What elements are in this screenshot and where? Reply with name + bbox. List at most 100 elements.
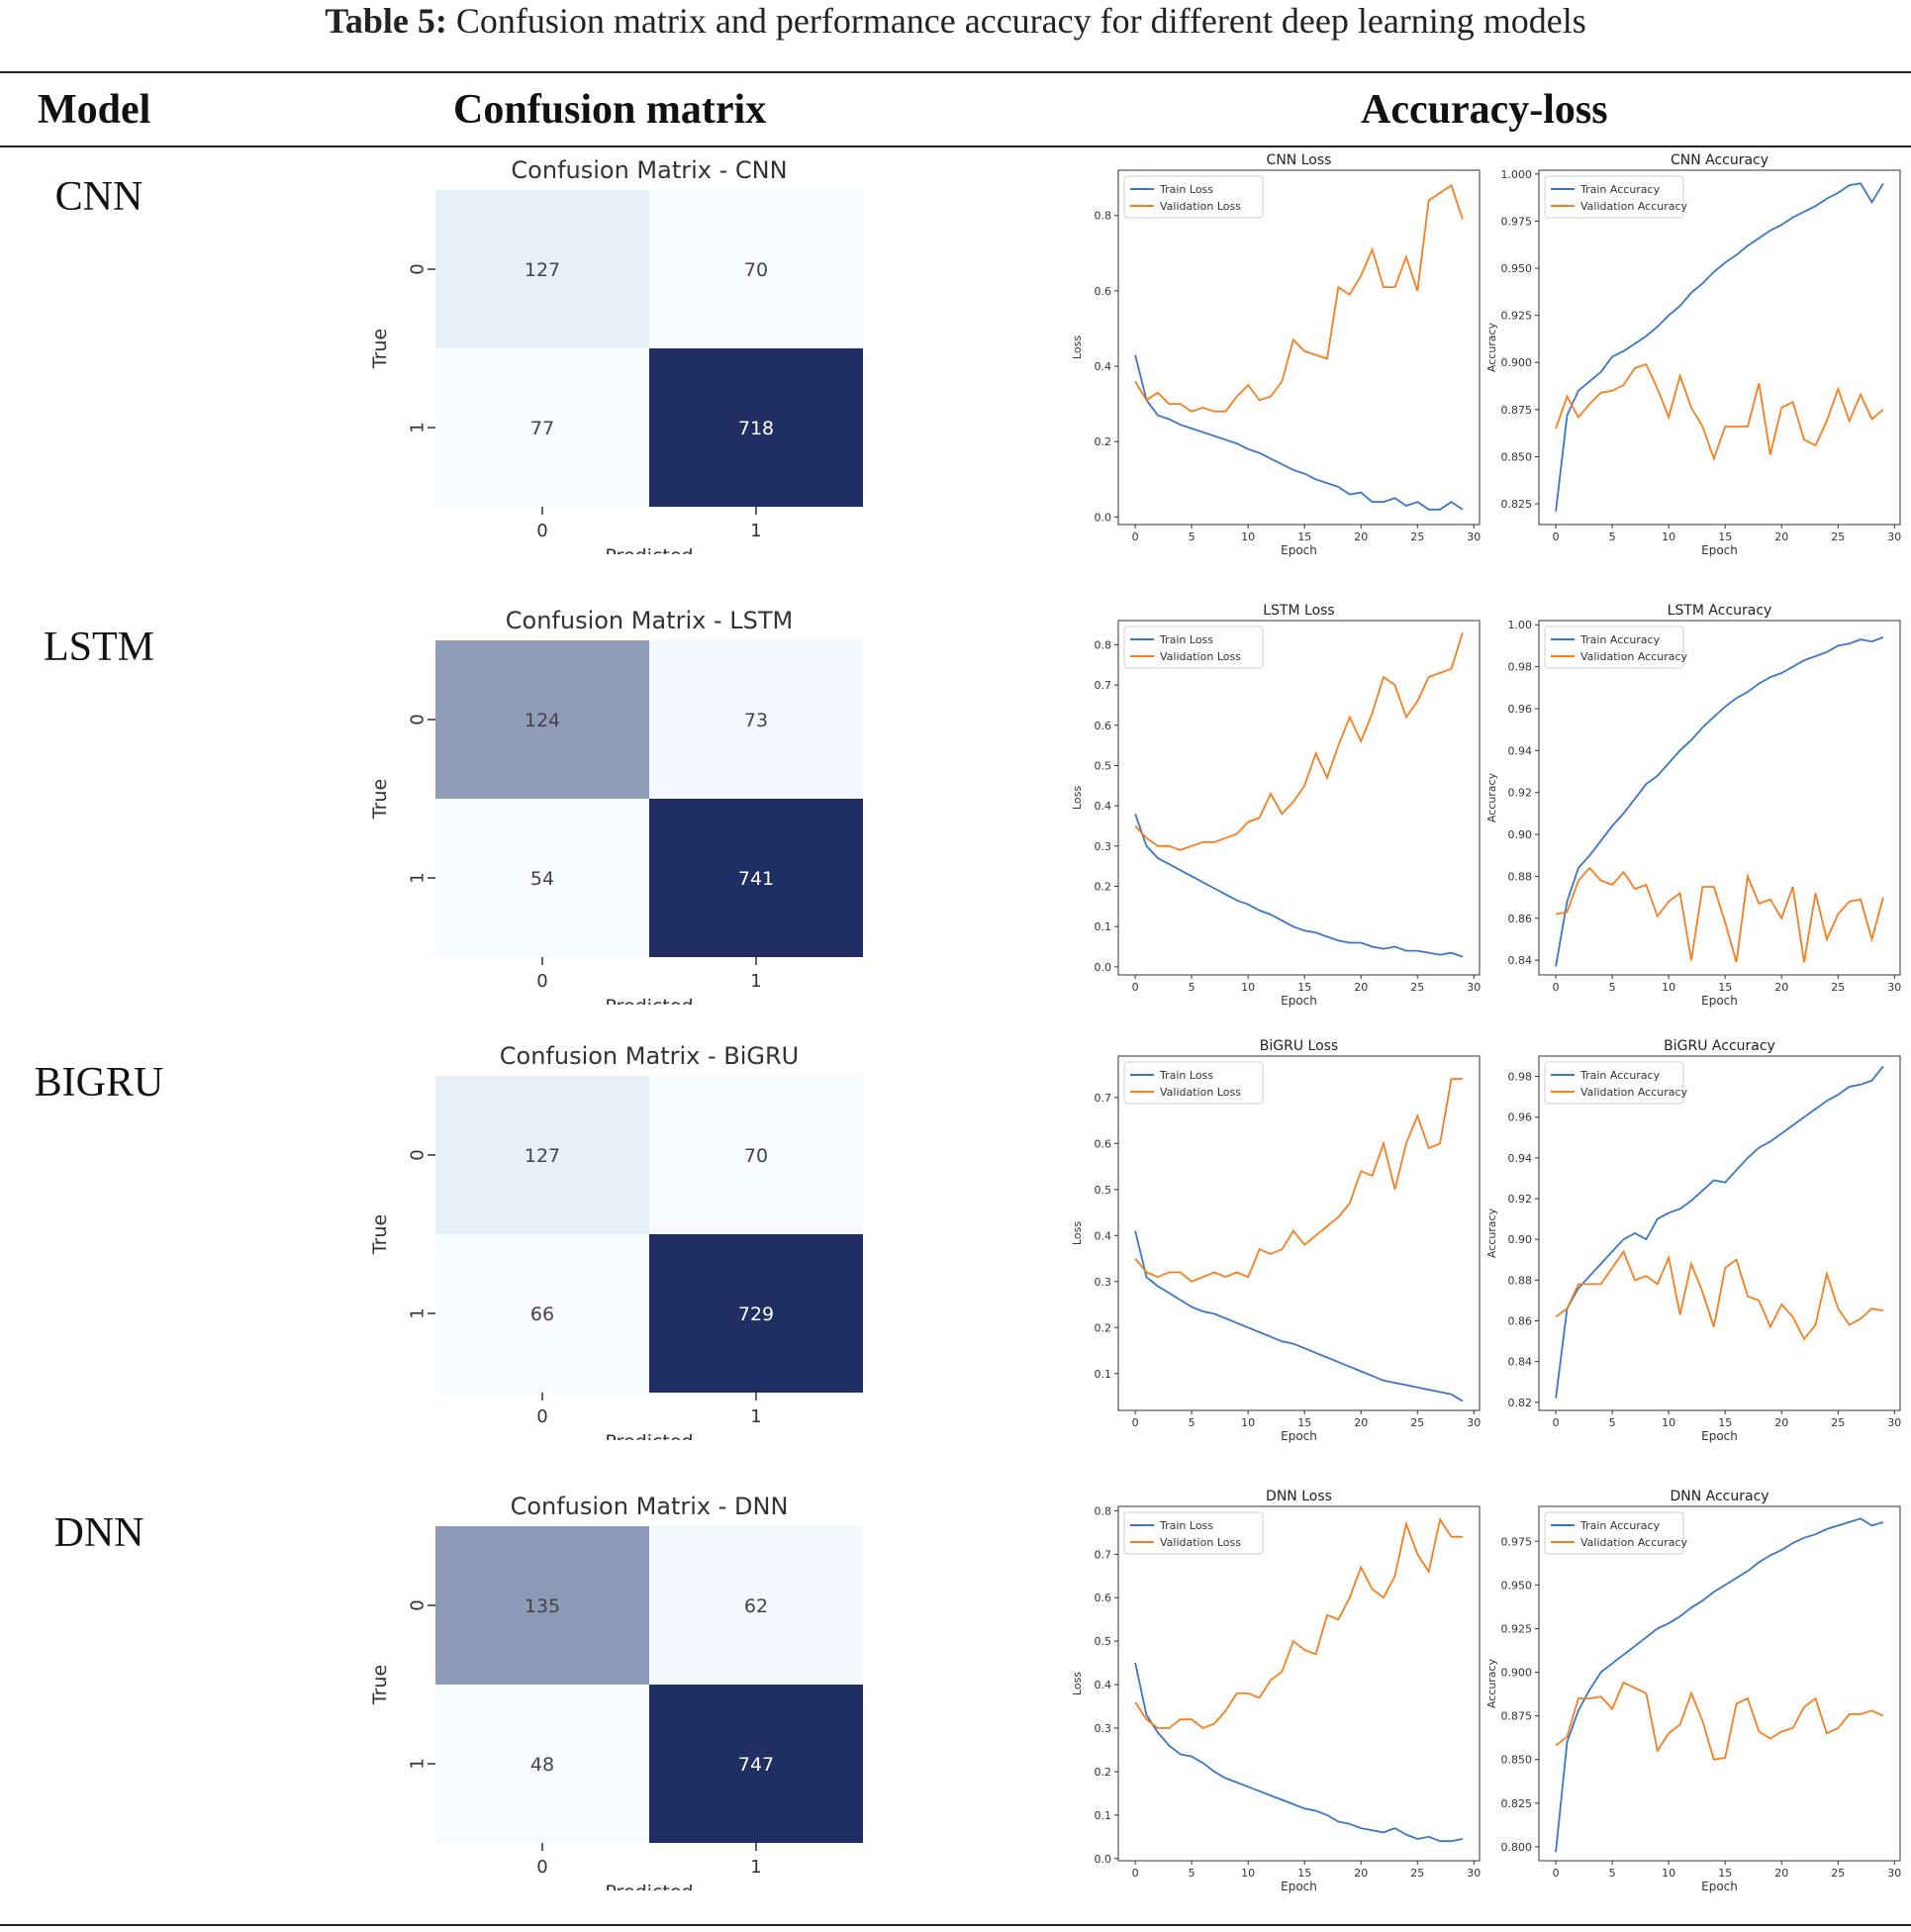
confusion-matrix-bigru: Confusion Matrix - BiGRU 127 70 66 729 0 0 1 1 Tr… — [369, 1042, 863, 1440]
xtick-label: 30 — [1467, 531, 1481, 543]
ytick-label: 0.825 — [1501, 1797, 1533, 1810]
ytick-label: 0.975 — [1501, 215, 1533, 228]
accuracy-chart-lstm: LSTM Accuracy 0 5 10 15 20 25 30 0.84 0.86 0.88 0.9… — [1485, 603, 1901, 1008]
ytick-label: 0.2 — [1095, 1766, 1112, 1779]
cm-cell-value: 718 — [738, 418, 774, 439]
model-name-lstm: LSTM — [43, 625, 154, 670]
loss-chart-title: LSTM Loss — [1263, 603, 1334, 619]
xtick-label: 15 — [1297, 1867, 1311, 1880]
header-accuracy-loss: Accuracy-loss — [1361, 87, 1608, 133]
table-header-rule — [0, 145, 1911, 147]
cm-xtick-label: 1 — [750, 1406, 761, 1427]
ytick-label: 0.86 — [1508, 913, 1533, 925]
chart-ylabel: Accuracy — [1485, 772, 1498, 822]
ytick-label: 0.8 — [1095, 1504, 1112, 1517]
xtick-label: 0 — [1553, 1416, 1560, 1429]
ytick-label: 0.1 — [1095, 1368, 1112, 1381]
loss-chart-title: CNN Loss — [1267, 152, 1332, 168]
cm-cell — [649, 1685, 863, 1843]
table-caption: Table 5: Confusion matrix and performanc… — [0, 0, 1911, 42]
validation-line — [1555, 866, 1884, 963]
xtick-label: 10 — [1662, 981, 1675, 994]
model-name-bigru: BIGRU — [34, 1060, 164, 1106]
legend-validation-label: Validation Accuracy — [1580, 1086, 1688, 1099]
xtick-label: 20 — [1774, 981, 1788, 994]
cm-ytick-label: 0 — [408, 714, 429, 724]
cm-cell-value: 741 — [738, 868, 774, 890]
cm-cell — [435, 1685, 649, 1843]
legend-box — [1544, 1061, 1684, 1105]
acc-chart-title: LSTM Accuracy — [1668, 603, 1772, 619]
cm-ytick-label: 1 — [408, 1307, 429, 1318]
validation-line — [1134, 1516, 1463, 1730]
ytick-label: 0.800 — [1501, 1841, 1533, 1854]
xtick-label: 0 — [1553, 531, 1560, 543]
cm-ytick-label: 1 — [408, 872, 429, 883]
train-line — [1134, 354, 1464, 511]
legend-box — [1544, 175, 1684, 219]
cm-xtick-label: 1 — [750, 971, 761, 992]
cm-ytick-label: 0 — [408, 1599, 429, 1610]
ytick-label: 0.975 — [1501, 1535, 1533, 1548]
xtick-label: 15 — [1297, 531, 1311, 543]
xtick-label: 15 — [1297, 981, 1311, 994]
ytick-label: 0.950 — [1501, 262, 1533, 275]
ytick-label: 0.4 — [1095, 1229, 1112, 1242]
cm-xtick-label: 1 — [750, 1857, 761, 1878]
cm-cell — [649, 1076, 863, 1234]
cm-xlabel: Predicted — [605, 996, 693, 1017]
ytick-label: 0.1 — [1095, 920, 1112, 933]
xtick-label: 10 — [1662, 531, 1675, 543]
cm-cell-value: 77 — [530, 418, 554, 439]
ytick-label: 0.96 — [1508, 1111, 1533, 1124]
ytick-label: 0.6 — [1095, 1592, 1112, 1604]
ytick-label: 0.4 — [1095, 800, 1112, 813]
legend-train-label: Train Loss — [1159, 633, 1213, 646]
chart-xlabel: Epoch — [1281, 994, 1317, 1008]
chart-xlabel: Epoch — [1701, 543, 1738, 557]
legend-train-label: Train Loss — [1159, 183, 1213, 196]
ytick-label: 0.98 — [1508, 661, 1533, 674]
legend-train-label: Train Accuracy — [1579, 633, 1661, 646]
ytick-label: 0.850 — [1501, 1754, 1533, 1767]
ytick-label: 0.6 — [1095, 1137, 1112, 1150]
chart-ylabel: Loss — [1071, 336, 1084, 359]
cm-cell — [435, 640, 649, 799]
legend-train-label: Train Accuracy — [1579, 1069, 1661, 1082]
acc-plot-frame — [1538, 1055, 1901, 1411]
legend-validation-label: Validation Loss — [1160, 650, 1241, 663]
loss-plot-frame — [1117, 169, 1481, 526]
xtick-label: 15 — [1718, 1867, 1732, 1880]
loss-chart-lstm: LSTM Loss 0 5 10 15 20 25 30 0.0 0.1 0.2 0.3 0.4 0.5 0… — [1071, 603, 1481, 1008]
validation-line — [1555, 362, 1884, 462]
ytick-label: 0.7 — [1095, 1548, 1112, 1561]
ytick-label: 0.825 — [1501, 498, 1533, 511]
legend-train-label: Train Accuracy — [1579, 1519, 1661, 1532]
confusion-matrix-dnn: Confusion Matrix - DNN 135 62 48 747 0 0 1 1 True… — [369, 1493, 863, 1890]
cm-title: Confusion Matrix - BiGRU — [500, 1042, 799, 1070]
chart-xlabel: Epoch — [1281, 1880, 1317, 1893]
ytick-label: 0.84 — [1508, 954, 1533, 967]
acc-plot-frame — [1538, 620, 1901, 976]
xtick-label: 15 — [1297, 1416, 1311, 1429]
cm-ylabel: True — [369, 1214, 391, 1255]
cm-title: Confusion Matrix - DNN — [511, 1493, 789, 1520]
xtick-label: 30 — [1887, 981, 1901, 994]
legend-validation-label: Validation Loss — [1160, 200, 1241, 213]
ytick-label: 0.7 — [1095, 1092, 1112, 1105]
ytick-label: 0.2 — [1095, 435, 1112, 448]
cm-cell — [435, 348, 649, 507]
xtick-label: 5 — [1609, 531, 1616, 543]
model-name-dnn: DNN — [53, 1510, 144, 1556]
xtick-label: 0 — [1553, 1867, 1560, 1880]
loss-chart-title: BiGRU Loss — [1260, 1038, 1338, 1054]
legend-validation-label: Validation Loss — [1160, 1086, 1241, 1099]
accuracy-chart-dnn: DNN Accuracy 0 5 10 15 20 25 30 0.800 0.825 0.850 0… — [1485, 1489, 1901, 1893]
ytick-label: 1.000 — [1501, 168, 1533, 181]
validation-line — [1134, 631, 1464, 851]
xtick-label: 15 — [1718, 531, 1732, 543]
xtick-label: 5 — [1609, 981, 1616, 994]
train-line — [1555, 182, 1884, 512]
cm-xlabel: Predicted — [605, 545, 693, 567]
cm-cell-value: 70 — [744, 1145, 768, 1167]
